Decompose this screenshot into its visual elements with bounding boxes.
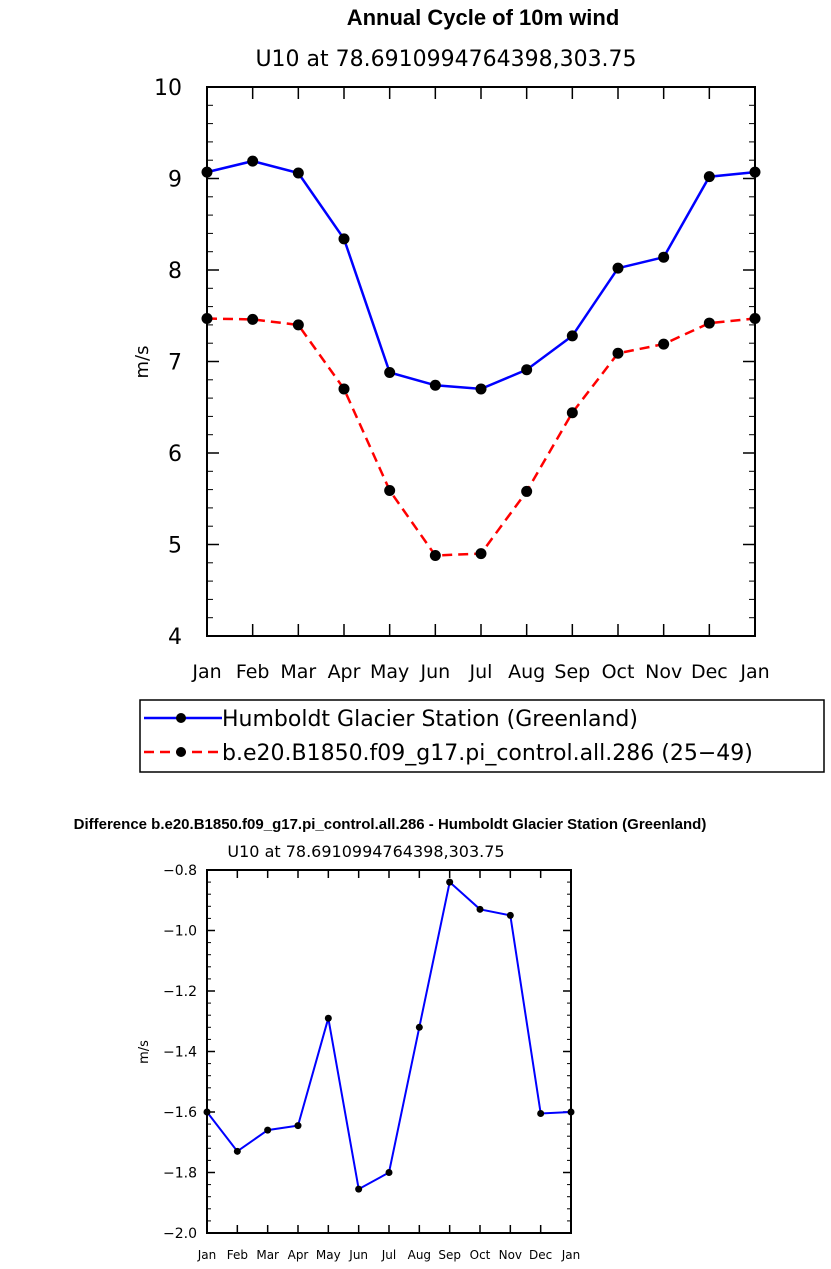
legend-label-model: b.e20.B1850.f09_g17.pi_control.all.286 (… (222, 741, 753, 766)
chart1-series-0-point (566, 330, 578, 342)
chart1-xtick-label: Nov (645, 661, 682, 683)
chart1-series-1-point (292, 319, 304, 331)
chart1-series-1-point (429, 549, 441, 561)
chart2-ytick-label: −1.4 (163, 1045, 197, 1061)
chart2-xtick-label: Jan (561, 1248, 581, 1262)
chart1-plot-frame (206, 86, 756, 637)
chart1-xtick-label: Dec (691, 661, 728, 683)
chart2-plot-frame (206, 869, 572, 1234)
chart2-xtick-label: Jan (197, 1248, 217, 1262)
chart1-ytick-label: 9 (168, 167, 182, 192)
chart1-ylabel: m/s (132, 346, 153, 379)
chart1-xtick-label: May (370, 661, 409, 683)
chart2-xtick-label: Sep (438, 1248, 461, 1262)
chart1-xtick-label: Aug (508, 661, 545, 683)
chart1-series-1-point (612, 347, 624, 359)
chart1-series-0-point (521, 364, 533, 376)
chart1-ytick-label: 8 (168, 259, 182, 284)
chart1-series-line-1 (206, 317, 756, 557)
legend-box (139, 699, 825, 773)
chart2-ytick-label: −1.6 (163, 1105, 197, 1121)
chart2-ytick-label: −1.0 (163, 924, 197, 940)
chart1-xtick-label: Apr (328, 661, 361, 683)
chart2-series-0-point (324, 1014, 332, 1022)
chart2-series-0-point (385, 1169, 393, 1176)
chart1-axes: 4 5 6 7 8 9 10 Jan Feb Mar Apr May Jun Jul Aug Sep Oct No… (154, 76, 770, 683)
chart2-ytick-label: −0.8 (163, 863, 197, 879)
annual-cycle-chart: Annual Cycle of 10m wind U10 at 78.69109… (132, 5, 825, 773)
chart1-ytick-label: 6 (168, 442, 182, 467)
chart1-series-0-point (658, 251, 670, 263)
chart1-series-1-point (521, 485, 533, 497)
chart2-xtick-label: Nov (499, 1248, 522, 1262)
chart1-ytick-label: 10 (154, 76, 182, 101)
chart1-xtick-label: Mar (280, 661, 316, 683)
chart2-xtick-label: Oct (470, 1248, 491, 1262)
chart2-ytick-label: −1.2 (163, 984, 197, 1000)
chart1-series-1-point (658, 338, 670, 350)
chart1-series-1-point (338, 383, 350, 395)
chart1-xtick-label: Jul (469, 661, 493, 683)
chart2-ytick-label: −2.0 (163, 1226, 197, 1242)
chart2-xtick-label: Dec (529, 1248, 552, 1262)
chart1-subtitle: U10 at 78.6910994764398,303.75 (255, 47, 636, 72)
chart2-axes: −2.0 −1.8 −1.6 −1.4 −1.2 −1.0 −0.8 Jan Feb Mar Apr… (163, 863, 580, 1262)
chart2-subtitle: U10 at 78.6910994764398,303.75 (227, 842, 504, 861)
chart2-xtick-label: Mar (256, 1248, 279, 1262)
chart2-title: Difference b.e20.B1850.f09_g17.pi_contro… (74, 816, 707, 833)
difference-chart: Difference b.e20.B1850.f09_g17.pi_contro… (74, 816, 707, 1262)
chart1-xtick-label: Jan (191, 661, 221, 683)
chart1-series-0-point (703, 171, 715, 183)
chart2-series-line-0 (206, 880, 572, 1191)
chart2-xtick-label: Apr (288, 1248, 309, 1262)
chart1-series-0-point (475, 383, 487, 395)
chart1-legend: Humboldt Glacier Station (Greenland) b.e… (139, 699, 825, 773)
chart2-series-0-point (476, 905, 484, 913)
chart1-series-1-point (384, 485, 396, 497)
chart1-series-0-point (292, 167, 304, 179)
chart1-ytick-label: 4 (168, 625, 182, 650)
chart1-xtick-label: Jun (419, 661, 450, 683)
chart1-title: Annual Cycle of 10m wind (347, 5, 620, 30)
legend-label-humboldt: Humboldt Glacier Station (Greenland) (222, 707, 638, 732)
legend-marker-model (176, 747, 186, 757)
chart1-series-0-point (384, 366, 396, 378)
chart2-xtick-label: Jul (381, 1248, 396, 1262)
chart1-xtick-label: Oct (602, 661, 635, 683)
chart1-series-1-point (566, 407, 578, 419)
chart1-series-line-0 (206, 159, 756, 391)
chart1-series-0-point (429, 379, 441, 391)
legend-marker-humboldt (176, 713, 186, 723)
chart1-series-0-point (612, 262, 624, 274)
chart1-xtick-label: Feb (236, 661, 270, 683)
chart1-series-0-point (338, 233, 350, 245)
chart2-ytick-label: −1.8 (163, 1166, 197, 1182)
chart1-ytick-label: 7 (168, 350, 182, 375)
chart2-xtick-label: Jun (348, 1248, 368, 1262)
chart2-xtick-label: Aug (408, 1248, 431, 1262)
chart2-series-0-point (446, 878, 454, 886)
chart1-xtick-label: Sep (554, 661, 590, 683)
chart1-series-0-point (247, 155, 259, 167)
chart2-series-0-point (415, 1023, 423, 1031)
chart1-ytick-label: 5 (168, 533, 182, 558)
chart2-xtick-label: Feb (227, 1248, 248, 1262)
chart1-series-group (201, 155, 761, 561)
chart2-xtick-label: May (316, 1248, 341, 1262)
chart2-series-group (203, 878, 575, 1193)
chart2-series-0-point (537, 1110, 545, 1118)
chart2-series-0-point (294, 1122, 302, 1130)
chart1-series-1-point (475, 548, 487, 560)
chart2-series-0-point (233, 1147, 241, 1155)
chart2-series-0-point (355, 1185, 363, 1193)
chart2-ylabel: m/s (137, 1040, 152, 1064)
chart1-xtick-label: Jan (739, 661, 769, 683)
chart2-series-0-point (264, 1126, 272, 1134)
chart1-series-1-point (703, 317, 715, 329)
chart1-series-1-point (247, 313, 259, 325)
chart2-series-0-point (506, 911, 514, 919)
